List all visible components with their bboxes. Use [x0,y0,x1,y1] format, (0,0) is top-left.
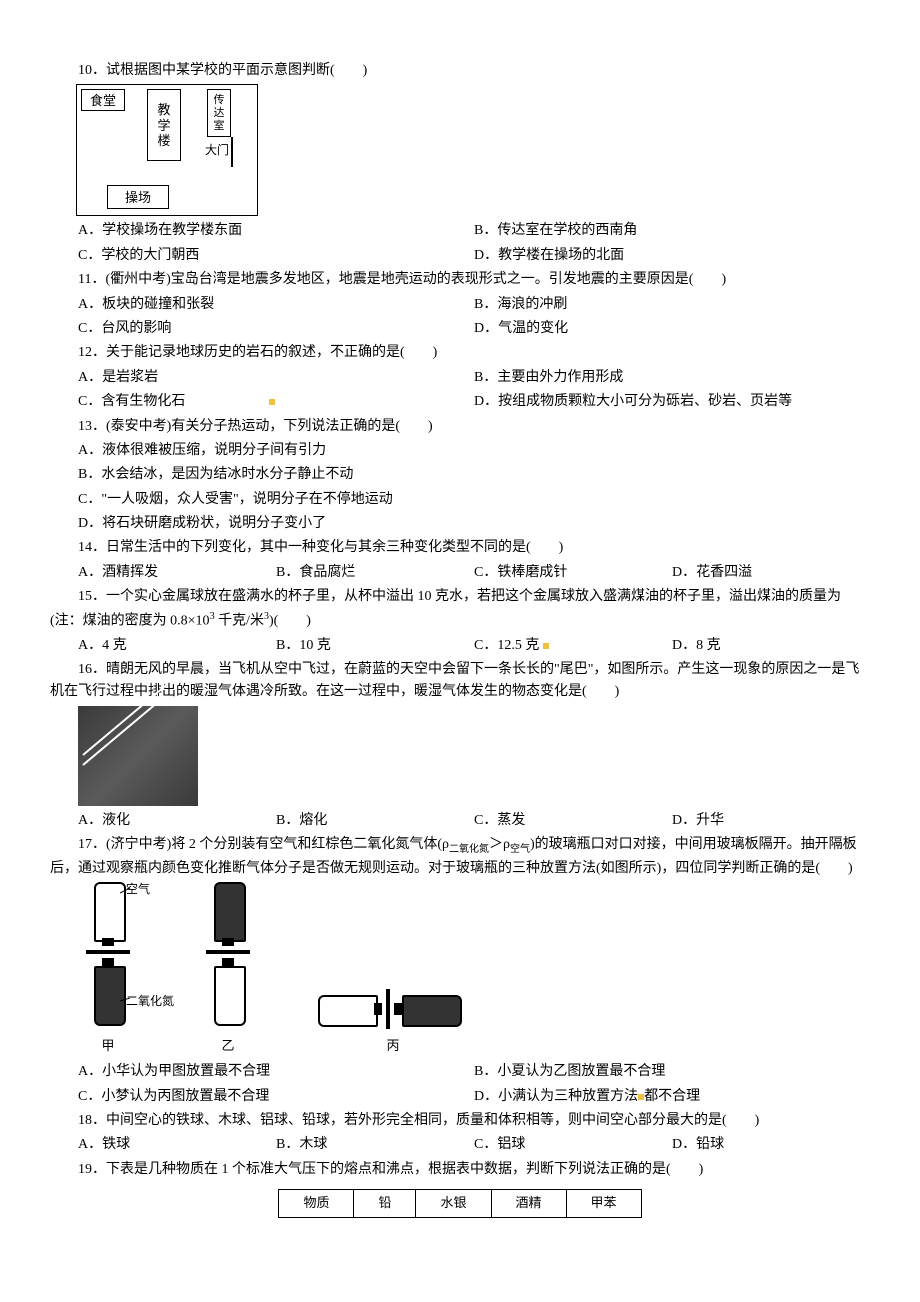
label-yi: 乙 [221,1036,234,1057]
q12-options-row1: A．是岩浆岩 B．主要由外力作用形成 [78,367,870,389]
q11-options-row1: A．板块的碰撞和张裂 B．海浪的冲刷 [78,294,870,316]
q12-opt-a: A．是岩浆岩 [78,367,474,389]
q13-opt-b: B．水会结冰，是因为结冰时水分子静止不动 [78,464,870,486]
map-building: 教 学 楼 [147,89,181,161]
table-cell: 铅 [354,1190,416,1218]
map-reception: 传 达 室 [207,89,231,137]
arrow-icon [120,888,132,898]
table-cell: 物质 [279,1190,354,1218]
q11-stem: 11．(衢州中考)宝岛台湾是地震多发地区，地震是地壳运动的表现形式之一。引发地震… [50,269,870,291]
table-cell: 甲苯 [566,1190,641,1218]
q10-stem: 10．试根据图中某学校的平面示意图判断( ) [50,60,870,82]
q17-stem: 17．(济宁中考)将 2 个分别装有空气和红棕色二氧化氮气体(ρ二氧化氮＞ρ空气… [50,834,870,880]
q10-options-row2: C．学校的大门朝西 D．教学楼在操场的北面 [78,245,870,267]
map-gate: 大门 [205,143,229,157]
q17-opt-a: A．小华认为甲图放置最不合理 [78,1061,474,1083]
q18-options: A．铁球 B．木球 C．铝球 D．铅球 [78,1134,870,1156]
q18-stem: 18．中间空心的铁球、木球、铝球、铅球，若外形完全相同，质量和体积相等，则中间空… [50,1110,870,1132]
q14-opt-d: D．花香四溢 [672,562,870,584]
q15-opt-a: A．4 克 [78,635,276,657]
q16-opt-c: C．蒸发 [474,810,672,832]
q17-opt-d: D．小满认为三种放置方法都不合理 [474,1086,870,1108]
q17-bottle-diagram: 空气 二氧化氮 甲 乙 [78,882,870,1057]
table-cell: 酒精 [491,1190,566,1218]
q10-opt-c: C．学校的大门朝西 [78,245,474,267]
q10-opt-b: B．传达室在学校的西南角 [474,220,870,242]
q15-options: A．4 克 B．10 克 C．12.5 克 D．8 克 [78,635,870,657]
q14-opt-c: C．铁棒磨成针 [474,562,672,584]
arrow-icon [120,998,132,1008]
q14-opt-a: A．酒精挥发 [78,562,276,584]
q12-opt-d: D．按组成物质颗粒大小可分为砾岩、砂岩、页岩等 [474,391,870,413]
q11-opt-a: A．板块的碰撞和张裂 [78,294,474,316]
bottle-yi: 乙 [198,882,258,1057]
q14-opt-b: B．食品腐烂 [276,562,474,584]
q11-opt-d: D．气温的变化 [474,318,870,340]
q16-opt-b: B．熔化 [276,810,474,832]
q19-table: 物质 铅 水银 酒精 甲苯 [278,1189,641,1218]
q13-opt-c: C．"一人吸烟，众人受害"，说明分子在不停地运动 [78,489,870,511]
bottle-jia: 空气 二氧化氮 甲 [78,882,138,1057]
q12-stem: 12．关于能记录地球历史的岩石的叙述，不正确的是( ) [50,342,870,364]
q11-opt-c: C．台风的影响 [78,318,474,340]
q16-plane-image [78,706,198,806]
label-bing: 丙 [386,1036,399,1057]
map-playground: 操场 [107,185,169,209]
q14-options: A．酒精挥发 B．食品腐烂 C．铁棒磨成针 D．花香四溢 [78,562,870,584]
q10-opt-d: D．教学楼在操场的北面 [474,245,870,267]
table-cell: 水银 [416,1190,491,1218]
q17-opt-c: C．小梦认为丙图放置最不合理 [78,1086,474,1108]
q15-opt-b: B．10 克 [276,635,474,657]
q19-stem: 19．下表是几种物质在 1 个标准大气压下的熔点和沸点，根据表中数据，判断下列说… [50,1159,870,1181]
q18-opt-b: B．木球 [276,1134,474,1156]
q16-opt-a: A．液化 [78,810,276,832]
q10-opt-a: A．学校操场在教学楼东面 [78,220,474,242]
q12-opt-b: B．主要由外力作用形成 [474,367,870,389]
q17-options-row1: A．小华认为甲图放置最不合理 B．小夏认为乙图放置最不合理 [78,1061,870,1083]
label-no2: 二氧化氮 [126,992,174,1011]
q17-opt-b: B．小夏认为乙图放置最不合理 [474,1061,870,1083]
q14-stem: 14．日常生活中的下列变化，其中一种变化与其余三种变化类型不同的是( ) [50,537,870,559]
q10-school-map: 食堂 教 学 楼 传 达 室 大门 操场 [76,84,258,216]
q12-opt-c: C．含有生物化石 [78,391,474,413]
q11-opt-b: B．海浪的冲刷 [474,294,870,316]
q16-stem: 16．晴朗无风的早晨，当飞机从空中飞过，在蔚蓝的天空中会留下一条长长的"尾巴"，… [50,659,870,704]
map-gate-line [231,137,233,167]
q16-opt-d: D．升华 [672,810,870,832]
q17-options-row2: C．小梦认为丙图放置最不合理 D．小满认为三种放置方法都不合理 [78,1086,870,1108]
yellow-dot-icon [543,643,549,649]
table-row: 物质 铅 水银 酒精 甲苯 [279,1190,641,1218]
q18-opt-a: A．铁球 [78,1134,276,1156]
q18-opt-c: C．铝球 [474,1134,672,1156]
q16-options: A．液化 B．熔化 C．蒸发 D．升华 [78,810,870,832]
q15-stem: 15．一个实心金属球放在盛满水的杯子里，从杯中溢出 10 克水，若把这个金属球放… [50,586,870,632]
q15-opt-c: C．12.5 克 [474,635,672,657]
bottle-bing: 丙 [318,987,468,1057]
q12-options-row2: C．含有生物化石 D．按组成物质颗粒大小可分为砾岩、砂岩、页岩等 [78,391,870,413]
label-jia: 甲 [101,1036,114,1057]
map-canteen: 食堂 [81,89,125,111]
q10-options-row1: A．学校操场在教学楼东面 B．传达室在学校的西南角 [78,220,870,242]
q18-opt-d: D．铅球 [672,1134,870,1156]
q13-opt-d: D．将石块研磨成粉状，说明分子变小了 [78,513,870,535]
q13-opt-a: A．液体很难被压缩，说明分子间有引力 [78,440,870,462]
q15-opt-d: D．8 克 [672,635,870,657]
q13-stem: 13．(泰安中考)有关分子热运动，下列说法正确的是( ) [50,416,870,438]
q11-options-row2: C．台风的影响 D．气温的变化 [78,318,870,340]
yellow-dot-icon [269,399,275,405]
